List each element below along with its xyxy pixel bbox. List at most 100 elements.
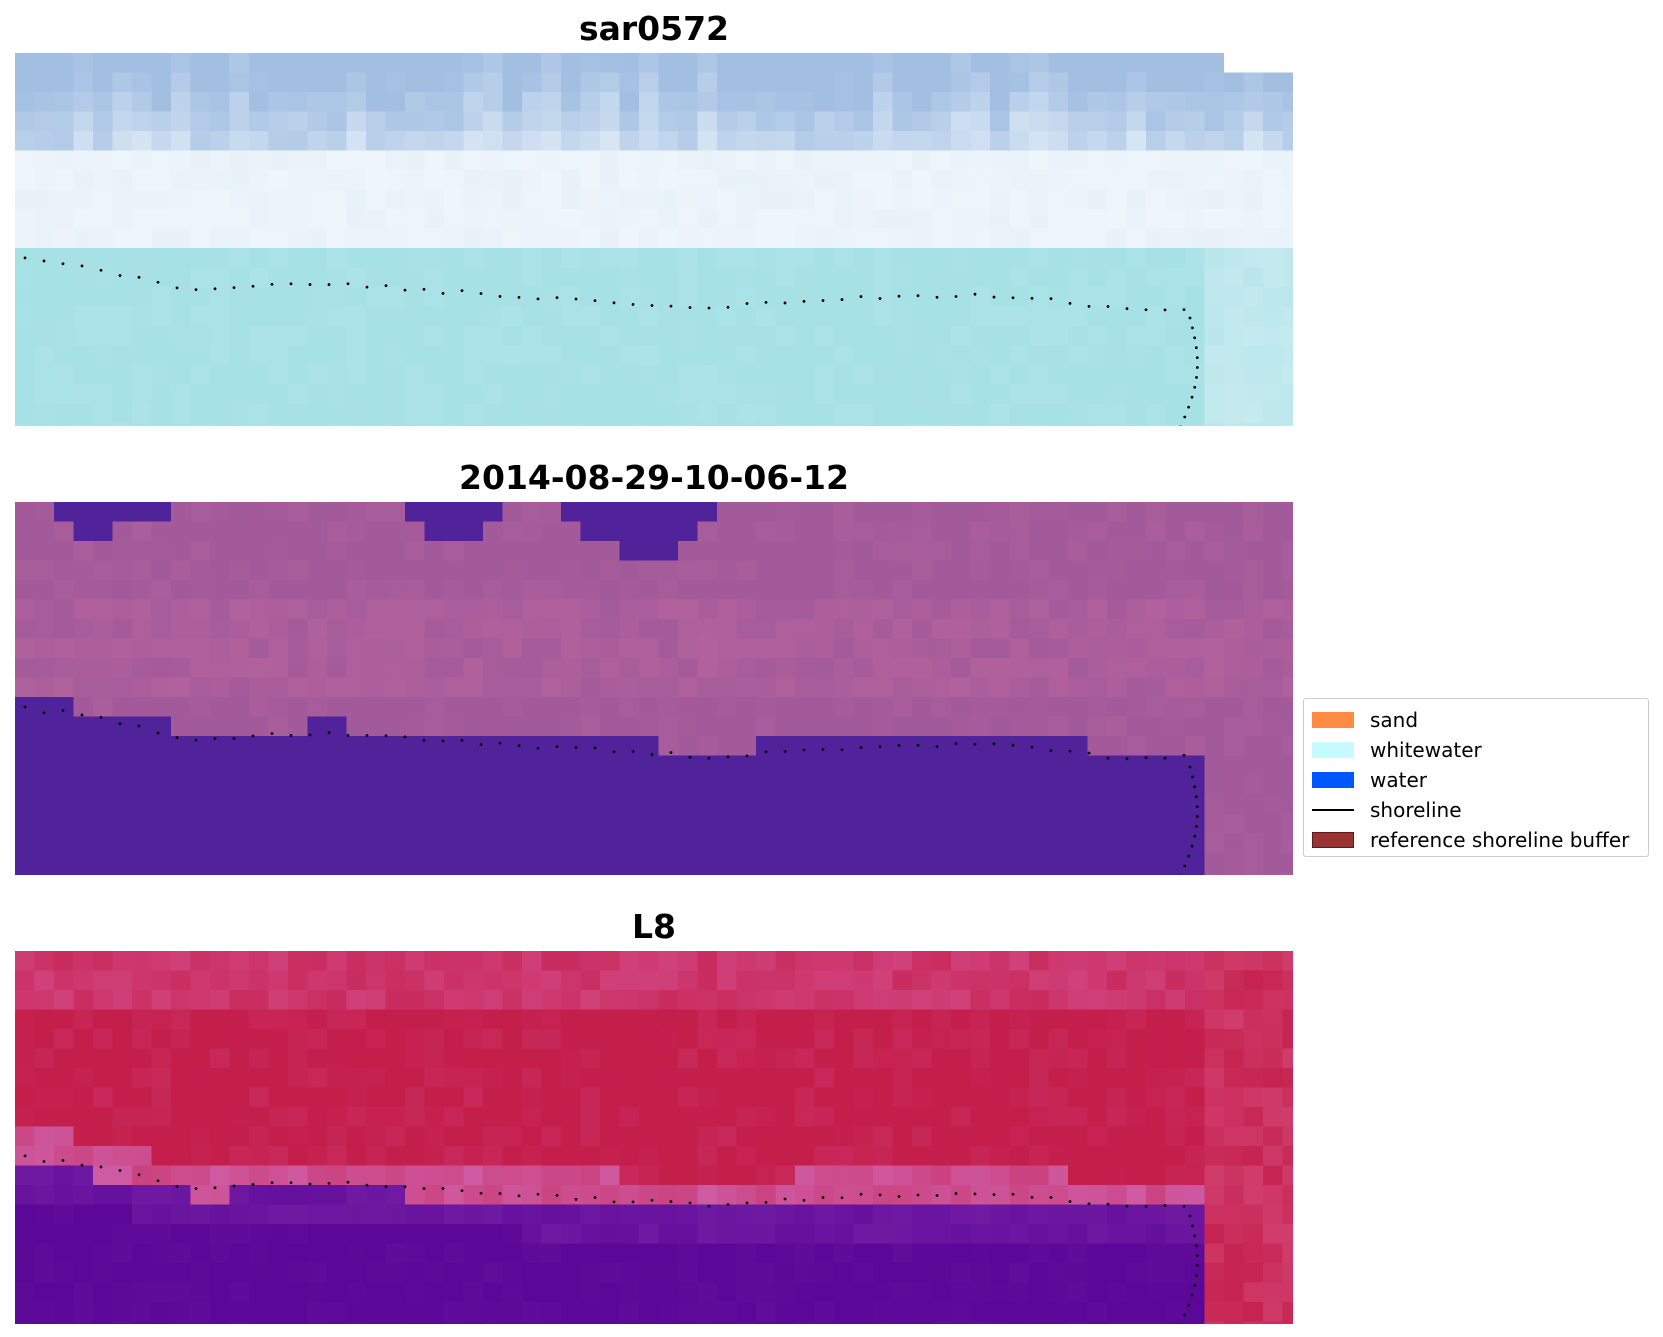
shoreline-point bbox=[650, 304, 654, 307]
shoreline-point bbox=[954, 295, 958, 298]
shoreline-point bbox=[1183, 1313, 1187, 1317]
shoreline-point bbox=[479, 743, 483, 746]
shoreline-point bbox=[441, 1187, 445, 1190]
shoreline-point bbox=[1030, 296, 1034, 300]
shoreline-point bbox=[878, 297, 882, 300]
legend-item-whitewater: whitewater bbox=[1312, 735, 1640, 765]
shoreline-point bbox=[783, 301, 787, 305]
shoreline-point bbox=[23, 1154, 27, 1158]
shoreline-point bbox=[346, 733, 350, 737]
shoreline-point bbox=[441, 291, 445, 295]
shoreline-point bbox=[802, 299, 806, 303]
legend-label-water: water bbox=[1370, 768, 1427, 792]
shoreline-point bbox=[612, 301, 616, 305]
shoreline-point bbox=[916, 294, 920, 298]
shoreline-point bbox=[859, 746, 863, 749]
shoreline-point bbox=[593, 299, 597, 303]
shoreline-point bbox=[213, 1186, 217, 1190]
shoreline-point bbox=[384, 734, 388, 738]
shoreline-point bbox=[1195, 376, 1198, 379]
shoreline-point bbox=[726, 755, 730, 759]
shoreline-point bbox=[422, 1187, 426, 1190]
shoreline-point bbox=[745, 754, 749, 758]
shoreline-point bbox=[232, 737, 236, 740]
shoreline-point bbox=[1194, 1244, 1198, 1248]
shoreline-point bbox=[1190, 395, 1194, 399]
shoreline-point bbox=[1011, 1192, 1015, 1196]
shoreline-point bbox=[1191, 775, 1194, 779]
shoreline-point bbox=[859, 295, 863, 298]
shoreline-point bbox=[422, 739, 426, 742]
shoreline-point bbox=[213, 737, 217, 741]
shoreline-point bbox=[802, 748, 806, 752]
shoreline-point bbox=[1179, 874, 1182, 875]
shoreline-point bbox=[536, 297, 540, 301]
shoreline-point bbox=[80, 1163, 84, 1167]
shoreline-point bbox=[1191, 1224, 1194, 1228]
shoreline-point bbox=[1011, 296, 1015, 300]
shoreline-point bbox=[631, 302, 635, 306]
shoreline-point bbox=[289, 282, 293, 286]
shoreline-point bbox=[1049, 1195, 1053, 1199]
shoreline-point bbox=[1195, 356, 1199, 359]
shoreline-point bbox=[631, 1200, 635, 1204]
shoreline-point bbox=[745, 1201, 749, 1205]
shoreline-point bbox=[1179, 1323, 1182, 1324]
shoreline-point bbox=[460, 738, 464, 742]
legend-label-sand: sand bbox=[1370, 708, 1419, 732]
shoreline-point bbox=[1193, 834, 1197, 838]
shoreline-point bbox=[1068, 302, 1072, 305]
shoreline-line-swatch bbox=[1312, 809, 1354, 811]
shoreline-points bbox=[23, 256, 1199, 426]
shoreline-point bbox=[1163, 1203, 1167, 1207]
shoreline-point bbox=[118, 1169, 122, 1172]
shoreline-point bbox=[1068, 749, 1072, 753]
shoreline-point bbox=[1188, 316, 1192, 320]
shoreline-point bbox=[1144, 308, 1148, 312]
shoreline-point bbox=[669, 751, 673, 754]
shoreline-point bbox=[270, 732, 274, 735]
classification-image bbox=[15, 502, 1293, 875]
shoreline-point bbox=[156, 280, 160, 284]
legend: sand whitewater water shoreline referenc… bbox=[1303, 698, 1649, 857]
shoreline-point bbox=[1182, 753, 1186, 757]
shoreline-point bbox=[517, 296, 521, 299]
shoreline-point bbox=[707, 306, 711, 310]
classification-image-panel bbox=[15, 502, 1293, 875]
shoreline-point bbox=[156, 731, 160, 735]
shoreline-point bbox=[517, 744, 521, 748]
shoreline-point bbox=[897, 1195, 901, 1198]
shoreline-point bbox=[916, 1193, 920, 1197]
shoreline-point bbox=[1068, 1200, 1072, 1203]
shoreline-point bbox=[574, 746, 578, 749]
shoreline-point bbox=[137, 724, 141, 728]
shoreline-point bbox=[403, 735, 407, 739]
shoreline-point bbox=[935, 745, 939, 748]
shoreline-point bbox=[365, 1183, 369, 1187]
shoreline-point bbox=[1190, 844, 1194, 848]
shoreline-point bbox=[403, 1185, 407, 1189]
shoreline-point bbox=[175, 736, 179, 740]
shoreline-point bbox=[688, 1201, 692, 1205]
shoreline-point bbox=[460, 289, 464, 293]
shoreline-point bbox=[327, 283, 331, 286]
legend-item-sand: sand bbox=[1312, 705, 1640, 735]
shoreline-point bbox=[783, 750, 787, 753]
shoreline-point bbox=[1030, 1195, 1034, 1199]
shoreline-point bbox=[1183, 864, 1187, 868]
shoreline-point bbox=[992, 1193, 996, 1197]
shoreline-point bbox=[669, 304, 673, 308]
shoreline-point bbox=[1194, 346, 1198, 350]
shoreline-point bbox=[555, 745, 559, 749]
shoreline-point bbox=[1106, 305, 1110, 308]
shoreline-point bbox=[23, 705, 27, 709]
shoreline-point bbox=[42, 711, 46, 715]
shoreline-point bbox=[726, 1203, 730, 1206]
shoreline-point bbox=[194, 288, 198, 292]
shoreline-point bbox=[1195, 805, 1199, 808]
shoreline-point bbox=[916, 743, 920, 747]
shoreline-point bbox=[840, 748, 844, 752]
shoreline-point bbox=[821, 1196, 825, 1199]
shoreline-point bbox=[1030, 745, 1034, 749]
shoreline-point bbox=[954, 1192, 958, 1195]
